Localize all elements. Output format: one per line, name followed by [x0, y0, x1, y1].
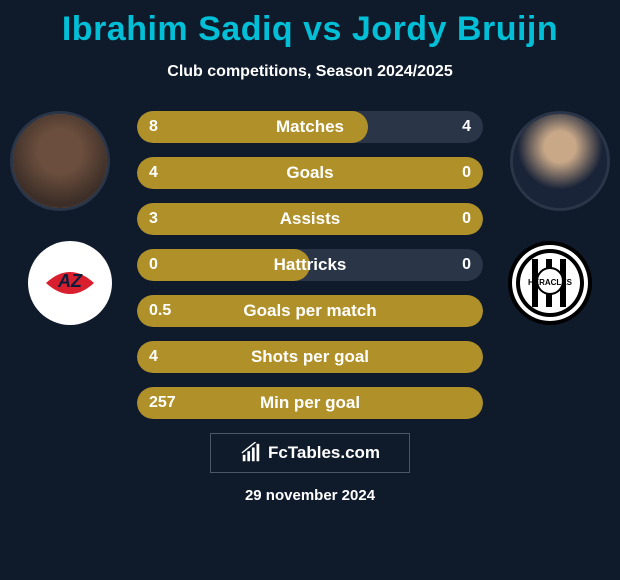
stat-row: 3Assists0 — [137, 203, 483, 235]
stat-label: Shots per goal — [137, 341, 483, 373]
player-right-avatar — [510, 111, 610, 211]
stat-label: Goals per match — [137, 295, 483, 327]
stat-label: Assists — [137, 203, 483, 235]
stat-bars: 8Matches44Goals03Assists00Hattricks00.5G… — [137, 111, 483, 419]
comparison-panel: AZ HERACLES 8Matches44Goals03Assists00Ha… — [0, 111, 620, 419]
stat-row: 4Shots per goal — [137, 341, 483, 373]
brand-label: FcTables.com — [268, 443, 380, 463]
stat-label: Min per goal — [137, 387, 483, 419]
stat-row: 257Min per goal — [137, 387, 483, 419]
club-right-logo: HERACLES — [508, 241, 592, 325]
player-left-avatar — [10, 111, 110, 211]
brand-box[interactable]: FcTables.com — [210, 433, 410, 473]
stat-label: Matches — [137, 111, 483, 143]
avatar-placeholder-icon — [513, 114, 607, 208]
avatar-placeholder-icon — [13, 114, 107, 208]
stat-value-right: 0 — [462, 157, 471, 189]
stat-row: 0Hattricks0 — [137, 249, 483, 281]
subtitle: Club competitions, Season 2024/2025 — [0, 63, 620, 81]
date-label: 29 november 2024 — [0, 487, 620, 504]
stat-row: 0.5Goals per match — [137, 295, 483, 327]
heracles-logo-icon: HERACLES — [508, 241, 592, 325]
stat-label: Goals — [137, 157, 483, 189]
club-left-logo: AZ — [28, 241, 112, 325]
svg-text:AZ: AZ — [57, 271, 83, 291]
stat-value-right: 0 — [462, 203, 471, 235]
svg-text:HERACLES: HERACLES — [528, 278, 573, 287]
stat-value-right: 4 — [462, 111, 471, 143]
page-title: Ibrahim Sadiq vs Jordy Bruijn — [0, 0, 620, 49]
stat-row: 4Goals0 — [137, 157, 483, 189]
az-logo-icon: AZ — [28, 241, 112, 325]
stat-label: Hattricks — [137, 249, 483, 281]
stat-row: 8Matches4 — [137, 111, 483, 143]
stat-value-right: 0 — [462, 249, 471, 281]
brand-chart-icon — [240, 442, 262, 464]
